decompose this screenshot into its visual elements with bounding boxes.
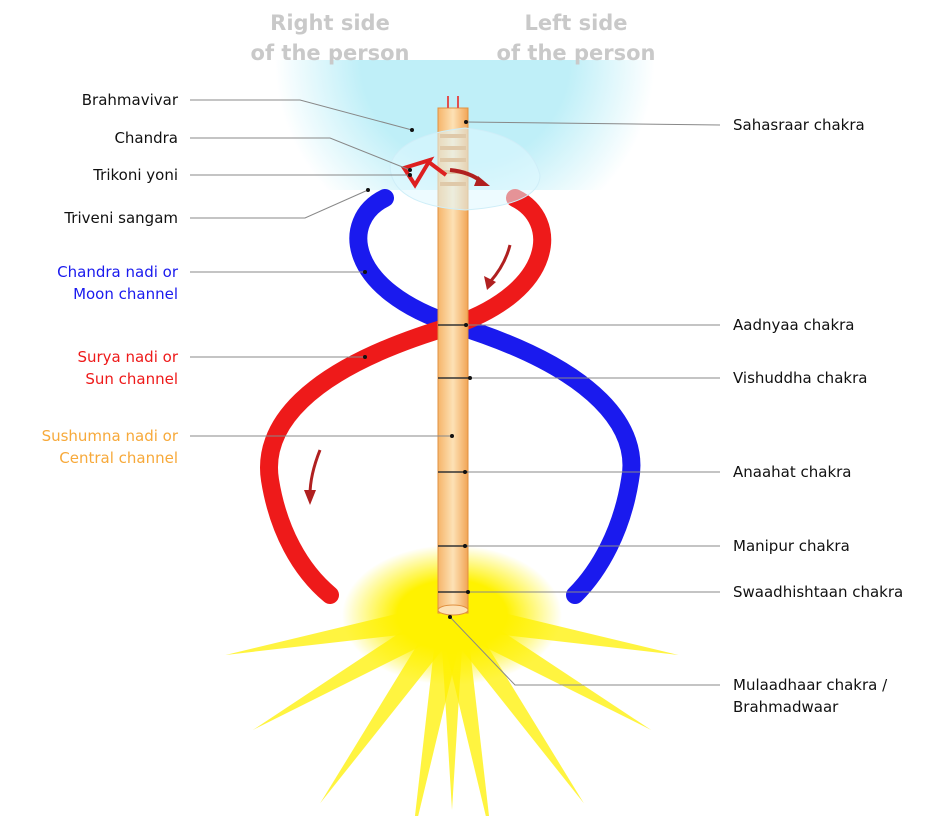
- label: Trikoni yoni: [92, 166, 178, 184]
- label: Chandra: [114, 129, 178, 147]
- leader-dot: [450, 434, 454, 438]
- header-label: of the person: [497, 41, 656, 65]
- leader-dot: [408, 168, 412, 172]
- leader-line: [190, 190, 368, 218]
- label: Triveni sangam: [63, 209, 178, 227]
- label: Sahasraar chakra: [733, 116, 865, 134]
- arrow: [490, 245, 510, 282]
- leader-dot: [464, 120, 468, 124]
- label: Aadnyaa chakra: [733, 316, 855, 334]
- arrowhead: [304, 490, 316, 505]
- header-label: Left side: [524, 11, 627, 35]
- label: Swaadhishtaan chakra: [733, 583, 903, 601]
- leader-dot: [408, 173, 412, 177]
- leader-dot: [463, 470, 467, 474]
- leader-dot: [448, 615, 452, 619]
- sun-channel: [269, 198, 542, 595]
- label: Vishuddha chakra: [733, 369, 867, 387]
- column-base: [438, 605, 468, 615]
- label: Mulaadhaar chakra /: [733, 676, 888, 694]
- diagram: Right side of the person Left side of the p…: [0, 0, 936, 816]
- header-label: Right side: [270, 11, 390, 35]
- header-label: of the person: [251, 41, 410, 65]
- leader-dot: [464, 323, 468, 327]
- label: Manipur chakra: [733, 537, 850, 555]
- leader-dot: [363, 270, 367, 274]
- label: Moon channel: [73, 285, 178, 303]
- leader-dot: [468, 376, 472, 380]
- label: Brahmadwaar: [733, 698, 839, 716]
- moon-channel: [358, 198, 631, 595]
- arrow: [310, 450, 320, 495]
- label: Anaahat chakra: [733, 463, 852, 481]
- leader-dot: [410, 128, 414, 132]
- label: Central channel: [59, 449, 178, 467]
- label: Surya nadi or: [77, 348, 178, 366]
- label: Brahmavivar: [82, 91, 179, 109]
- leader-dot: [466, 590, 470, 594]
- leader-dot: [363, 355, 367, 359]
- leader-dot: [463, 544, 467, 548]
- label: Chandra nadi or: [57, 263, 179, 281]
- leader-dot: [366, 188, 370, 192]
- label: Sushumna nadi or: [42, 427, 179, 445]
- label: Sun channel: [85, 370, 178, 388]
